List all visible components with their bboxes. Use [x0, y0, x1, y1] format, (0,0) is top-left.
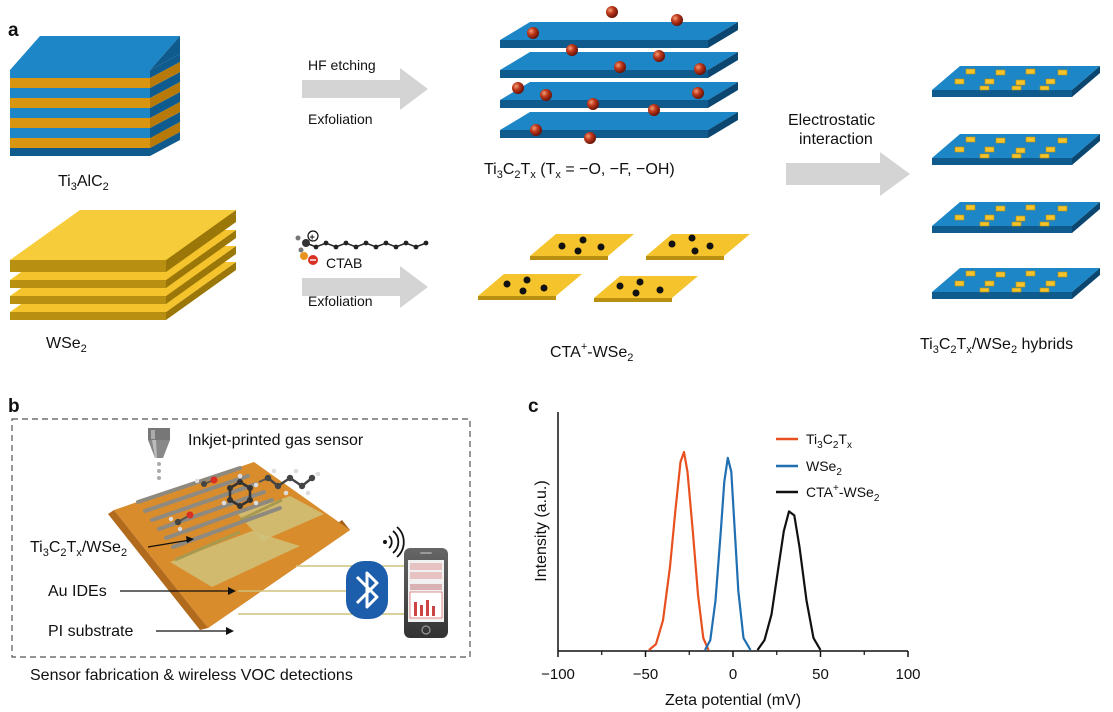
panel-b-caption: Sensor fabrication & wireless VOC detect…	[30, 667, 353, 684]
electrostatic-arrow	[786, 152, 910, 196]
smartphone-icon	[404, 548, 448, 638]
mxene-sheets	[500, 22, 738, 138]
x-axis-tick-labels: −100 −50 0 50 100	[541, 666, 920, 683]
legend-label-ti3c2tx: Ti3C2Tx	[806, 431, 852, 451]
series-line-cta-wse2	[756, 510, 822, 651]
x-axis-major-ticks	[557, 651, 909, 657]
x-axis-label: Zeta potential (mV)	[665, 692, 801, 709]
pi-substrate-label: PI substrate	[48, 623, 133, 640]
ctab-exfoliation-arrow	[302, 266, 428, 308]
cta-adsorbed-dots	[503, 234, 714, 297]
ti3alc2-label: Ti3AlC2	[58, 173, 109, 193]
legend-label-wse2: WSe2	[806, 458, 842, 478]
sensing-film-pointer	[147, 539, 191, 548]
cta-wse2-flakes	[478, 234, 750, 302]
panel-b-letter: b	[8, 396, 20, 417]
chart-series	[648, 450, 822, 651]
exfoliation-label-2: Exfoliation	[308, 293, 373, 309]
y-axis-label: Intensity (a.u.)	[533, 480, 550, 581]
wse2-label: WSe2	[46, 335, 87, 355]
inkjet-label: Inkjet-printed gas sensor	[188, 432, 364, 449]
hybrid-label: Ti3C2Tx/WSe2 hybrids	[920, 336, 1073, 356]
sensing-film-label: Ti3C2Tx/WSe2	[30, 539, 127, 559]
x-tick-label: 50	[812, 666, 829, 683]
voc-molecules-icon	[168, 468, 321, 532]
legend-label-cta-wse2: CTA+-WSe2	[806, 483, 880, 504]
ctab-label: CTAB	[326, 255, 362, 271]
panel-c-letter: c	[528, 396, 539, 417]
panel-a-letter: a	[8, 20, 19, 41]
x-tick-label: 0	[729, 666, 737, 683]
cta-wse2-label: CTA+-WSe2	[550, 341, 633, 364]
wse2-stack	[10, 210, 236, 320]
au-ides	[170, 496, 324, 587]
wse2-flakes-on-mxene	[954, 68, 1068, 293]
x-tick-label: −50	[633, 666, 658, 683]
hf-etching-label: HF etching	[308, 57, 376, 73]
series-line-ti3c2tx	[648, 450, 710, 651]
electrostatic-label-line1: Electrostatic	[788, 112, 875, 129]
inkjet-nozzle-icon	[148, 428, 170, 480]
x-tick-label: 100	[895, 666, 920, 683]
chart-plot-area: −100 −50 0 50 100	[541, 412, 921, 683]
ctab-molecule-icon: +	[295, 230, 429, 265]
surface-termination-dots	[512, 6, 706, 144]
au-ides-pointer-head	[228, 587, 236, 595]
pi-substrate-pointer-head	[226, 627, 234, 635]
x-tick-label: −100	[541, 666, 575, 683]
electrostatic-label-line2: interaction	[799, 131, 873, 148]
hf-etching-arrow	[302, 68, 428, 110]
series-line-wse2	[704, 456, 752, 651]
ti3alc2-stack	[10, 36, 180, 156]
bluetooth-icon	[346, 561, 388, 619]
svg-text:+: +	[310, 232, 315, 242]
panel-b-frame	[11, 418, 471, 658]
sensing-film-pointer-head	[186, 536, 194, 543]
x-axis-minor-ticks	[601, 651, 865, 655]
exfoliation-label-1: Exfoliation	[308, 111, 373, 127]
au-ides-label: Au IDEs	[48, 583, 107, 600]
chart-legend: Ti3C2Tx WSe2 CTA+-WSe2	[776, 431, 880, 504]
wireless-signal-icon	[383, 526, 405, 558]
mxene-label: Ti3C2Tx (Tx = −O, −F, −OH)	[484, 161, 675, 181]
hybrid-sheets	[932, 66, 1100, 299]
